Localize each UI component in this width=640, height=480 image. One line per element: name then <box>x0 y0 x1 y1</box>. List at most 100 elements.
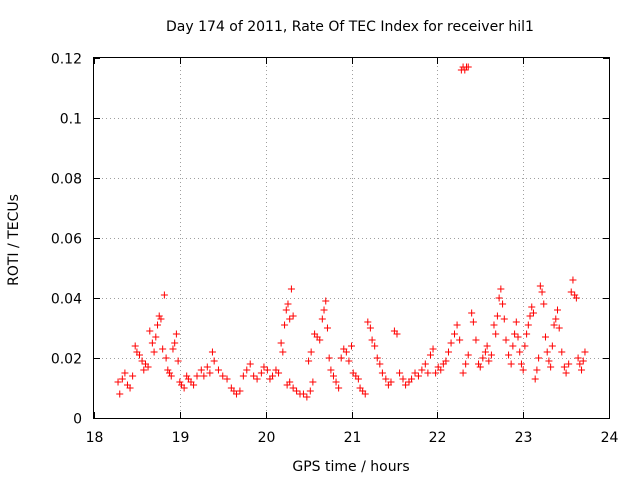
data-point <box>155 312 163 320</box>
data-point <box>396 369 404 377</box>
data-point <box>523 330 531 338</box>
data-point <box>157 315 165 323</box>
data-point <box>345 357 353 365</box>
data-point <box>364 318 372 326</box>
data-point <box>366 324 374 332</box>
data-point <box>526 312 534 320</box>
data-point <box>376 360 384 368</box>
data-point <box>167 372 175 380</box>
y-tick-label: 0.1 <box>60 112 82 128</box>
data-point <box>342 348 350 356</box>
data-point <box>329 372 337 380</box>
data-point <box>160 291 168 299</box>
data-point <box>154 321 162 329</box>
data-point <box>206 369 214 377</box>
data-point <box>456 336 464 344</box>
data-point <box>453 321 461 329</box>
x-tick-label: 19 <box>172 430 190 446</box>
data-point <box>171 339 179 347</box>
data-point <box>282 306 290 314</box>
data-point <box>481 348 489 356</box>
data-point <box>253 375 261 383</box>
data-point <box>114 378 122 386</box>
x-tick-label: 23 <box>515 430 533 446</box>
data-point <box>166 369 174 377</box>
data-point <box>509 342 517 350</box>
data-point <box>572 294 580 302</box>
data-point <box>197 366 205 374</box>
x-tick-label: 21 <box>344 430 362 446</box>
data-point <box>560 363 568 371</box>
data-point <box>146 327 154 335</box>
y-tick-label: 0.08 <box>51 172 82 188</box>
data-point <box>459 369 467 377</box>
data-point <box>576 360 584 368</box>
data-point <box>548 342 556 350</box>
data-point <box>281 321 289 329</box>
y-axis-label: ROTI / TECUs <box>6 194 22 286</box>
data-point <box>286 315 294 323</box>
data-point <box>492 330 500 338</box>
data-point <box>437 366 445 374</box>
data-point <box>214 366 222 374</box>
data-point <box>116 390 124 398</box>
data-point <box>487 351 495 359</box>
data-points <box>114 63 589 401</box>
data-point <box>565 360 573 368</box>
data-point <box>429 345 437 353</box>
data-point <box>150 348 158 356</box>
data-point <box>382 375 390 383</box>
data-point <box>275 369 283 377</box>
data-point <box>172 330 180 338</box>
data-point <box>348 342 355 350</box>
data-point <box>500 315 508 323</box>
data-point <box>524 321 532 329</box>
data-point <box>210 357 218 365</box>
data-point <box>499 300 507 308</box>
data-point <box>174 357 182 365</box>
data-point <box>571 291 579 299</box>
data-point <box>373 354 381 362</box>
data-point <box>569 276 577 284</box>
data-point <box>223 375 231 383</box>
data-point <box>243 366 251 374</box>
data-point <box>320 306 328 314</box>
data-point <box>418 366 426 374</box>
data-point <box>408 375 416 383</box>
data-point <box>323 324 331 332</box>
data-point <box>514 333 522 341</box>
data-point <box>286 378 294 386</box>
data-point <box>462 360 470 368</box>
data-point <box>411 369 419 377</box>
data-point <box>536 282 544 290</box>
data-point <box>289 312 297 320</box>
chart-title: Day 174 of 2011, Rate Of TEC Index for r… <box>166 19 534 35</box>
data-point <box>306 387 314 395</box>
data-point <box>387 378 395 386</box>
data-point <box>468 309 476 317</box>
data-point <box>426 351 434 359</box>
data-point <box>516 348 524 356</box>
data-point <box>464 63 472 71</box>
y-tick-label: 0.04 <box>51 292 82 308</box>
data-point <box>402 381 410 389</box>
data-point <box>239 372 247 380</box>
data-point <box>257 369 265 377</box>
data-point <box>424 369 432 377</box>
data-point <box>497 285 505 293</box>
data-point <box>332 378 340 386</box>
data-point <box>148 339 156 347</box>
data-point <box>325 354 333 362</box>
data-point <box>550 321 558 329</box>
x-tick-label: 18 <box>86 430 104 446</box>
data-point <box>203 363 211 371</box>
data-point <box>193 372 201 380</box>
data-point <box>303 393 311 401</box>
data-point <box>318 315 326 323</box>
data-point <box>464 351 472 359</box>
data-point <box>152 333 160 341</box>
data-point <box>368 336 376 344</box>
data-point <box>246 360 254 368</box>
data-point <box>552 315 560 323</box>
data-point <box>121 369 129 377</box>
